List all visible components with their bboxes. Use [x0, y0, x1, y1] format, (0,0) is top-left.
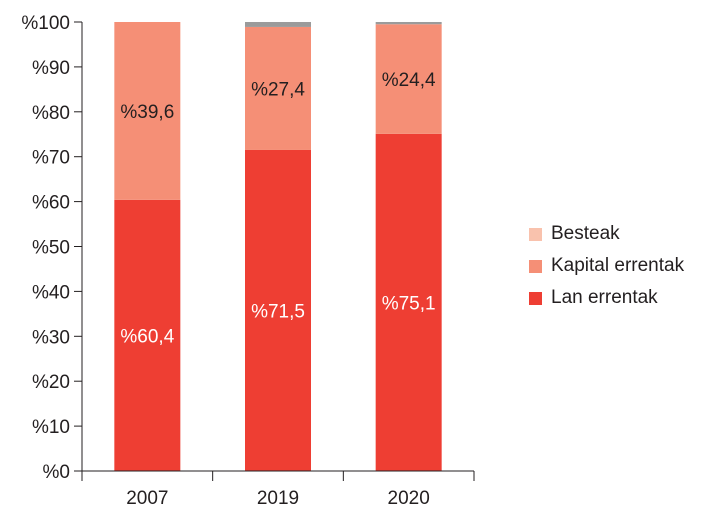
bar-lan-errentak-2020: [375, 133, 442, 471]
legend-swatch-kapital-errentak: [529, 259, 542, 273]
legend-label-besteak: Besteak: [551, 223, 620, 244]
legend: Besteak Kapital errentak Lan errentak: [529, 218, 684, 314]
y-tick-label: %40: [32, 282, 70, 303]
x-tick-label-2020: 2020: [388, 488, 430, 509]
data-label-kapital-errentak-2020: %24,4: [382, 70, 436, 91]
y-tick-label: %0: [43, 462, 70, 483]
y-tick-label: %10: [32, 417, 70, 438]
bar-besteak-2020: [375, 22, 442, 25]
legend-item-lan-errentak: Lan errentak: [529, 282, 684, 314]
bar-kapital-errentak-2019: [245, 26, 311, 150]
y-tick-label: %60: [32, 193, 70, 214]
y-tick-label: %50: [32, 238, 70, 259]
bar-lan-errentak-2007: [114, 199, 181, 471]
x-tick-label-2019: 2019: [257, 488, 299, 509]
data-label-kapital-errentak-2019: %27,4: [251, 79, 305, 100]
y-tick-label: %80: [32, 103, 70, 124]
x-tick-label-2007: 2007: [126, 488, 168, 509]
data-labels-layer: %60,4 %39,6 %71,5 %27,4 %75,1 %24,4: [120, 70, 436, 347]
y-tick-label: %100: [21, 13, 70, 34]
data-label-lan-errentak-2020: %75,1: [382, 293, 436, 314]
data-label-lan-errentak-2007: %60,4: [120, 326, 174, 347]
y-tick-label: %90: [32, 58, 70, 79]
axes-layer: %0 %10 %20 %30 %40 %50 %60 %70 %80 %90 %100 2007 201…: [21, 13, 475, 509]
y-tick-label: %20: [32, 372, 70, 393]
legend-label-kapital-errentak: Kapital errentak: [551, 255, 685, 276]
data-label-lan-errentak-2019: %71,5: [251, 301, 305, 322]
bar-lan-errentak-2019: [245, 149, 311, 471]
bar-kapital-errentak-2020: [375, 24, 442, 134]
legend-swatch-besteak: [529, 227, 542, 241]
data-label-kapital-errentak-2007: %39,6: [120, 102, 174, 123]
y-tick-label: %70: [32, 148, 70, 169]
bar-besteak-2019: [245, 22, 311, 27]
bars-layer: [114, 22, 442, 471]
bar-kapital-errentak-2007: [114, 22, 181, 200]
legend-swatch-lan-errentak: [529, 291, 542, 305]
legend-item-besteak: Besteak: [529, 218, 684, 250]
legend-item-kapital-errentak: Kapital errentak: [529, 250, 684, 282]
y-tick-label: %30: [32, 327, 70, 348]
legend-label-lan-errentak: Lan errentak: [551, 287, 658, 308]
